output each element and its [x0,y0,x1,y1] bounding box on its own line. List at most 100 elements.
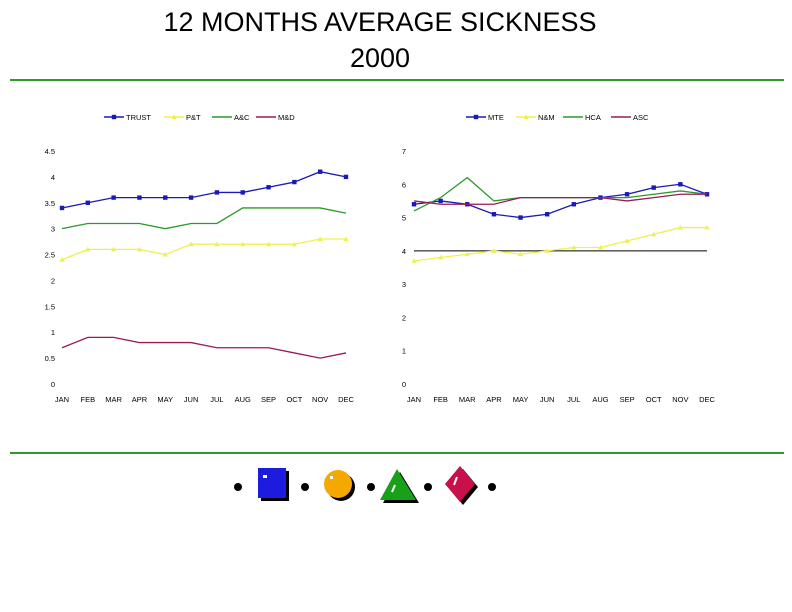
series-line [61,238,346,261]
x-tick-label: MAY [513,395,529,404]
x-tick-label: APR [132,395,148,404]
data-point [464,251,470,257]
x-tick-label: OCT [286,395,302,404]
x-tick-label: APR [486,395,502,404]
x-tick-label: JAN [55,395,69,404]
data-point [491,212,497,217]
legend-marker [111,114,117,120]
footer-icons [234,466,496,505]
data-point [571,244,577,250]
series-trust [59,169,349,211]
data-point [265,241,272,247]
data-point [85,200,91,205]
legend-marker [523,114,529,119]
data-point [438,254,444,260]
data-point [343,174,349,180]
data-point [411,258,417,263]
x-tick-label: OCT [646,395,662,404]
data-point [188,195,194,200]
data-point [214,190,220,195]
data-point [544,212,550,217]
y-tick-label: 5 [402,214,406,223]
series-line [61,207,347,230]
data-point [651,231,657,237]
x-tick-label: JUN [540,395,555,404]
x-tick-label: SEP [261,395,276,404]
y-tick-label: 7 [402,147,406,156]
dot-icon [488,483,496,491]
data-point [291,241,297,247]
data-point [438,198,443,204]
series-line [61,171,347,209]
data-point [597,244,604,250]
red-diamond-icon [445,466,475,502]
data-point [59,257,65,262]
y-tick-label: 2 [402,313,406,322]
series-line [413,176,708,212]
series-asc [413,193,707,205]
y-tick-label: 2.5 [45,251,55,260]
data-point [137,195,142,200]
y-tick-label: 0 [402,380,406,389]
y-tick-label: 3 [51,225,55,234]
data-point [59,205,65,211]
data-point [292,179,297,185]
series-line [61,336,347,359]
x-tick-label: MAR [459,395,476,404]
x-tick-label: SEP [620,395,635,404]
chart-2: 0 1 2 3 4 5 6 7 JAN FEB MAR APR MAY JUN JUL AUG SEP OCT NO… [402,113,716,404]
y-tick-label: 2 [51,276,55,285]
legend-label: N&M [538,113,555,122]
data-point [317,169,323,174]
data-point [343,236,349,242]
series-line [413,183,708,219]
series-nandm [411,224,710,263]
data-point [411,202,417,207]
data-point [85,246,91,252]
top-divider [10,79,784,81]
series-line [413,226,707,262]
data-point [163,195,168,200]
series-aandc [61,207,347,230]
bottom-divider [10,452,784,454]
data-point [317,236,323,242]
legend-label: P&T [186,113,201,122]
data-point [651,185,656,190]
data-point [544,248,550,253]
data-point [704,224,710,230]
x-tick-label: DEC [338,395,354,404]
page-subtitle: 2000 [349,43,411,73]
series-hca [413,176,708,212]
legend-label: HCA [585,113,601,122]
data-point [162,251,168,257]
data-point [240,241,246,247]
data-point [518,215,523,220]
x-tick-label: FEB [81,395,96,404]
x-tick-label: JUL [210,395,223,404]
data-point [517,251,524,257]
data-point [111,195,116,200]
data-point [571,202,577,207]
blue-square-icon [258,468,286,498]
legend-label: ASC [633,113,649,122]
red-diamond-highlight [453,476,458,486]
x-tick-label: MAY [157,395,173,404]
x-tick-label: FEB [433,395,448,404]
y-tick-label: 3 [402,280,406,289]
series-mte [411,182,710,220]
data-point [214,241,220,247]
legend-label: A&C [234,113,250,122]
x-tick-label: AUG [235,395,251,404]
y-tick-label: 1.5 [45,302,55,311]
y-tick-label: 4.5 [45,147,55,156]
blue-square-highlight [263,475,267,478]
data-point [111,246,117,252]
x-tick-label: JUL [567,395,580,404]
orange-circle-icon [324,470,352,498]
y-tick-label: 0.5 [45,354,55,363]
legend-marker [171,114,177,119]
y-tick-label: 4 [51,173,55,182]
legend-label: MTE [488,113,504,122]
page-title: 12 MONTHS AVERAGE SICKNESS [163,7,597,37]
chart-1: 0 0.5 1 1.5 2 2.5 3 3.5 4 4.5 JAN FEB MAR APR MAY JUN JU… [45,113,355,404]
